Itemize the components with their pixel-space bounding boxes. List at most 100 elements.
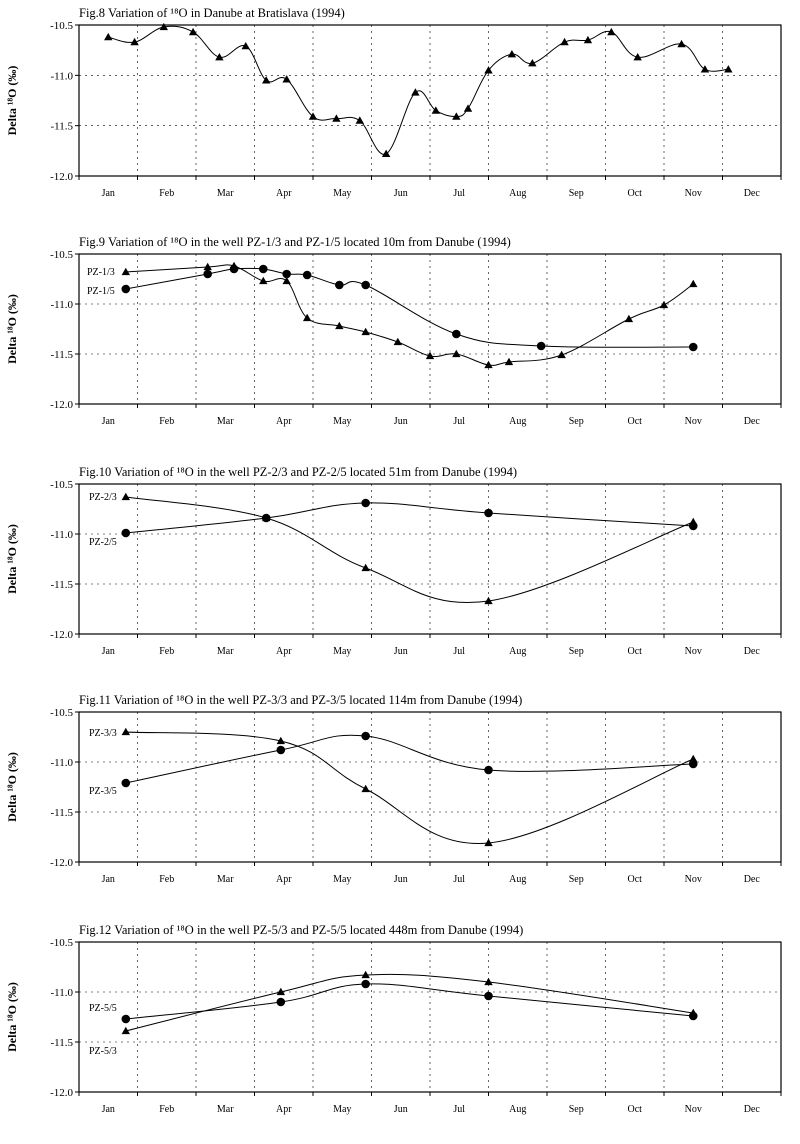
x-tick-label: Feb	[159, 1104, 174, 1115]
y-axis-label: Delta ¹⁸O (‰)	[5, 752, 19, 822]
data-point-circle	[688, 1011, 698, 1021]
data-point-triangle	[282, 75, 291, 83]
data-point-triangle	[361, 327, 370, 336]
x-tick-label: Dec	[744, 874, 761, 885]
x-tick-label: Nov	[685, 646, 702, 657]
chart-title: Fig.11 Variation of ¹⁸O in the well PZ-3…	[79, 693, 522, 707]
data-point-circle	[688, 759, 698, 769]
data-point-circle	[688, 521, 698, 531]
y-axis-label: Delta ¹⁸O (‰)	[5, 524, 19, 594]
x-tick-label: Mar	[217, 1104, 234, 1115]
data-point-circle	[121, 778, 131, 788]
data-point-circle	[282, 269, 291, 279]
x-tick-label: Sep	[569, 874, 584, 885]
data-point-circle	[203, 269, 212, 279]
x-tick-label: Aug	[509, 188, 526, 199]
x-tick-label: Sep	[569, 1104, 584, 1115]
x-tick-label: Oct	[628, 646, 643, 657]
data-point-triangle	[381, 149, 391, 158]
series-label: PZ-3/5	[89, 786, 117, 797]
x-tick-label: Aug	[509, 646, 526, 657]
data-point-triangle	[335, 321, 344, 330]
data-point-circle	[536, 341, 546, 351]
x-tick-label: Feb	[159, 646, 174, 657]
chart-panel-11: Fig.11 Variation of ¹⁸O in the well PZ-3…	[5, 693, 782, 885]
x-tick-label: May	[333, 188, 351, 199]
data-point-triangle	[361, 784, 370, 793]
data-point-triangle	[633, 53, 642, 61]
x-tick-label: Jul	[453, 416, 465, 427]
x-tick-label: Mar	[217, 646, 234, 657]
data-point-circle	[688, 342, 698, 352]
data-point-triangle	[361, 563, 370, 572]
chart-panel-10: Fig.10 Variation of ¹⁸O in the well PZ-2…	[5, 465, 782, 657]
series-line-circle	[125, 502, 694, 534]
y-axis-label: Delta ¹⁸O (‰)	[5, 982, 19, 1052]
y-tick-label: -11.5	[50, 579, 73, 591]
x-tick-label: Jun	[394, 416, 408, 427]
x-tick-label: Feb	[159, 416, 174, 427]
y-tick-label: -11.5	[50, 807, 73, 819]
x-tick-label: Jan	[102, 1104, 115, 1115]
x-tick-label: Oct	[628, 874, 643, 885]
data-point-circle	[484, 765, 493, 775]
data-point-triangle	[560, 37, 569, 46]
x-tick-label: Apr	[276, 416, 292, 427]
x-tick-label: Nov	[685, 188, 702, 199]
data-point-circle	[484, 991, 493, 1001]
data-point-triangle	[677, 39, 686, 48]
x-tick-label: May	[333, 874, 351, 885]
data-point-triangle	[484, 596, 493, 605]
data-point-triangle	[528, 59, 537, 67]
y-tick-label: -11.0	[50, 299, 73, 311]
x-tick-label: Feb	[159, 188, 174, 199]
data-point-triangle	[308, 112, 318, 120]
series-line-circle	[125, 267, 694, 348]
y-tick-label: -10.5	[50, 707, 73, 719]
data-point-triangle	[215, 53, 224, 61]
data-point-circle	[229, 264, 239, 274]
data-point-triangle	[121, 267, 130, 276]
y-tick-label: -10.5	[50, 249, 73, 261]
x-tick-label: Jan	[102, 874, 115, 885]
data-point-triangle	[188, 27, 198, 36]
data-point-circle	[484, 508, 493, 518]
data-point-triangle	[262, 76, 271, 84]
x-tick-label: Oct	[628, 188, 643, 199]
y-tick-label: -11.0	[50, 70, 73, 82]
data-point-triangle	[583, 35, 593, 44]
chart-title: Fig.8 Variation of ¹⁸O in Danube at Brat…	[79, 6, 345, 20]
data-point-circle	[361, 731, 370, 741]
y-tick-label: -11.5	[50, 1037, 73, 1049]
data-point-triangle	[557, 350, 566, 359]
x-tick-label: Oct	[628, 1104, 643, 1115]
x-tick-label: Apr	[276, 874, 292, 885]
series-label: PZ-2/3	[89, 492, 117, 503]
data-point-circle	[276, 997, 286, 1007]
data-point-triangle	[130, 37, 139, 46]
series-line-circle	[125, 983, 694, 1020]
series-label: PZ-2/5	[89, 537, 117, 548]
data-point-triangle	[452, 112, 461, 120]
y-tick-label: -11.0	[50, 529, 73, 541]
data-point-triangle	[425, 351, 435, 360]
chart-title: Fig.12 Variation of ¹⁸O in the well PZ-5…	[79, 923, 523, 937]
data-point-circle	[361, 280, 370, 290]
data-point-triangle	[104, 32, 113, 41]
x-tick-label: Dec	[744, 646, 761, 657]
y-tick-label: -12.0	[50, 1087, 73, 1099]
chart-title: Fig.9 Variation of ¹⁸O in the well PZ-1/…	[79, 235, 511, 249]
series-line-triangle	[125, 973, 694, 1032]
y-tick-label: -12.0	[50, 171, 73, 183]
data-point-circle	[302, 270, 312, 280]
x-tick-label: Jul	[453, 188, 465, 199]
data-point-triangle	[484, 838, 493, 847]
data-point-triangle	[276, 987, 286, 996]
data-point-triangle	[259, 276, 268, 285]
y-tick-label: -10.5	[50, 20, 73, 32]
y-axis-label: Delta ¹⁸O (‰)	[5, 66, 19, 136]
data-point-triangle	[332, 114, 341, 122]
data-point-triangle	[121, 1026, 130, 1035]
x-tick-label: Apr	[276, 188, 292, 199]
